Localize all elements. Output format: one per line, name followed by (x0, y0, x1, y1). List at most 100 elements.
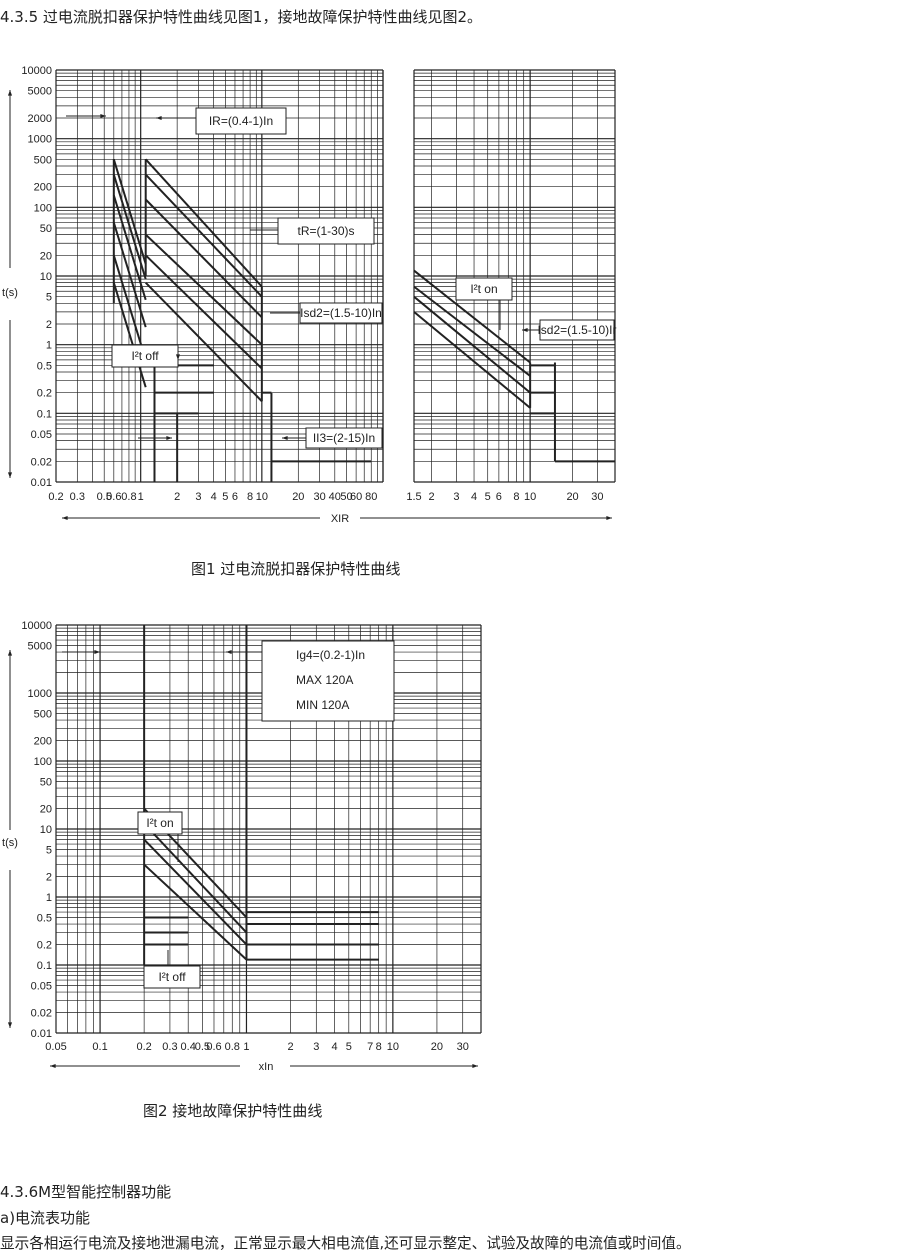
fig2-x-tick: 0.8 (225, 1041, 240, 1053)
subsection-heading-a: a)电流表功能 (0, 1209, 91, 1227)
figure-2-caption: 图2 接地故障保护特性曲线 (143, 1102, 323, 1120)
fig1-label-tr: tR=(1-30)s (297, 224, 354, 238)
fig2-y-arrow-up-head (7, 650, 13, 656)
fig2-x-tick: 1 (243, 1041, 249, 1053)
fig1-label-ir: IR=(0.4-1)In (209, 114, 273, 128)
fig1-x-tick-left: 50 (340, 491, 352, 503)
fig1-x-tick-left: 4 (211, 491, 217, 503)
fig2-y-tick: 0.2 (37, 940, 52, 952)
fig1-x-tick-left: 3 (195, 491, 201, 503)
fig2-y-tick: 200 (34, 736, 52, 748)
fig1-y-tick: 0.1 (37, 408, 52, 420)
fig2-setting-box-box (261, 640, 395, 722)
fig1-x-tick-right: 5 (485, 491, 491, 503)
fig2-y-tick: 5000 (28, 640, 52, 652)
fig2-curve-i2t-on-3 (143, 863, 248, 961)
fig2-setting-line: MIN 120A (296, 698, 349, 712)
fig2-x-tick: 0.5 (195, 1041, 210, 1053)
fig1-x-arrow-left-head (62, 515, 68, 521)
fig1-label-i2t-on-box (455, 277, 513, 301)
fig2-y-tick: 10000 (21, 620, 52, 632)
fig2-x-tick: 0.4 (181, 1041, 196, 1053)
fig2-x-arrow-right-head (472, 1063, 478, 1069)
fig1-y-tick: 0.05 (31, 429, 52, 441)
fig1-curve-lt-small-1 (112, 174, 147, 280)
fig2-y-tick: 0.05 (31, 980, 52, 992)
fig1-x-tick-right: 6 (496, 491, 502, 503)
fig2-y-tick: 0.02 (31, 1008, 52, 1020)
fig1-y-tick: 10000 (21, 65, 52, 77)
fig1-curve-lt-main-4 (145, 254, 263, 370)
section-heading-4-3-6: 4.3.6M型智能控制器功能 (0, 1183, 172, 1201)
fig1-curve-lt-main-0 (144, 158, 263, 288)
figure-1-caption: 图1 过电流脱扣器保护特性曲线 (191, 560, 401, 578)
fig1-x-tick-left: 10 (256, 491, 268, 503)
fig1-y-tick: 200 (34, 182, 52, 194)
fig2-y-tick: 0.5 (37, 912, 52, 924)
fig1-y-tick: 20 (40, 250, 52, 262)
fig2-y-label: t(s) (2, 837, 18, 849)
fig1-y-tick: 0.2 (37, 388, 52, 400)
fig1-label-i2t-off: I²t off (131, 349, 159, 363)
fig2-label-i2t-off: I²t off (158, 970, 186, 984)
fig1-x-tick-left: 0.6 (106, 491, 121, 503)
fig1-x-tick-right: 8 (513, 491, 519, 503)
fig2-x-tick: 3 (313, 1041, 319, 1053)
fig1-arrow-ii3-head (282, 435, 288, 441)
fig1-x-tick-left: 2 (174, 491, 180, 503)
section-heading-4-3-5: 4.3.5 过电流脱扣器保护特性曲线见图1，接地故障保护特性曲线见图2。 (0, 8, 483, 26)
fig1-x-tick-left: 8 (247, 491, 253, 503)
fig1-label-i2t-on: I²t on (470, 282, 497, 296)
fig2-setting-line: Ig4=(0.2-1)In (296, 648, 365, 662)
fig2-x-tick: 30 (457, 1041, 469, 1053)
fig2-y-tick: 2 (46, 872, 52, 884)
fig1-y-tick: 2000 (28, 113, 52, 125)
fig1-label-isd2-right: Isd2=(1.5-10)Ir (537, 323, 616, 337)
fig1-curve-i2t-on-0 (413, 269, 531, 364)
fig1-x-tick-right: 20 (566, 491, 578, 503)
fig1-x-tick-right: 30 (591, 491, 603, 503)
fig1-y-tick: 0.5 (37, 360, 52, 372)
fig1-y-tick: 5 (46, 292, 52, 304)
fig2-x-arrow-left-head (50, 1063, 56, 1069)
fig1-arrow-isd2-right-head (522, 327, 528, 333)
fig2-arrow-setting-left-head (94, 649, 100, 655)
fig2-x-label: xIn (259, 1061, 274, 1073)
fig1-y-label: t(s) (2, 287, 18, 299)
fig2-x-tick: 4 (332, 1041, 338, 1053)
fig1-x-tick-left: 20 (292, 491, 304, 503)
fig1-arrow-i2t-off-head (175, 354, 181, 360)
fig1-curve-lt-main-5 (144, 281, 263, 402)
fig1-x-tick-left: 5 (222, 491, 228, 503)
fig2-y-tick: 1 (46, 892, 52, 904)
fig1-x-tick-left: 40 (329, 491, 341, 503)
fig2-x-tick: 0.1 (92, 1041, 107, 1053)
fig1-x-tick-left: 0.5 (97, 491, 112, 503)
fig1-arrow-ir-left-head (100, 113, 106, 119)
fig2-label-i2t-on-box (137, 811, 183, 835)
fig2-setting-line: MAX 120A (296, 673, 353, 687)
fig1-x-arrow-right-head (606, 515, 612, 521)
fig1-y-tick: 100 (34, 202, 52, 214)
fig1-y-tick: 1000 (28, 134, 52, 146)
fig2-x-tick: 0.05 (45, 1041, 66, 1053)
fig2-y-tick: 0.1 (37, 960, 52, 972)
fig1-arrow-ir-head (156, 115, 162, 121)
fig2-y-tick: 10 (40, 824, 52, 836)
fig1-curve-lt-small-4 (112, 255, 147, 361)
fig2-y-tick: 50 (40, 776, 52, 788)
fig1-curve-lt-main-3 (145, 233, 263, 346)
fig1-x-tick-left: 6 (232, 491, 238, 503)
fig2-y-tick: 0.01 (31, 1028, 52, 1040)
fig2-x-tick: 0.2 (136, 1041, 151, 1053)
fig2-arrow-setting-head (226, 649, 232, 655)
fig2-y-arrow-down-head (7, 1022, 13, 1028)
fig1-curve-i2t-on-3 (413, 311, 531, 409)
fig1-label-tr-box (277, 217, 375, 245)
fig1-curve-lt-small-5 (112, 282, 147, 388)
fig2-y-tick: 1000 (28, 688, 52, 700)
fig1-y-tick: 2 (46, 319, 52, 331)
fig1-curve-i2t-on-2 (413, 295, 531, 394)
fig1-curve-lt-main-1 (144, 173, 263, 298)
